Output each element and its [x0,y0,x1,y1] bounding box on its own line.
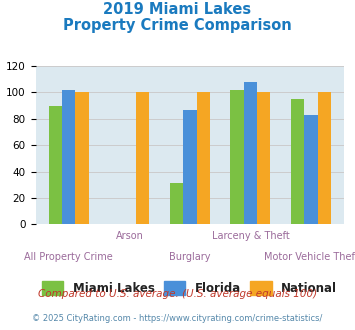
Text: Compared to U.S. average. (U.S. average equals 100): Compared to U.S. average. (U.S. average … [38,289,317,299]
Text: Motor Vehicle Theft: Motor Vehicle Theft [264,252,355,262]
Text: © 2025 CityRating.com - https://www.cityrating.com/crime-statistics/: © 2025 CityRating.com - https://www.city… [32,314,323,323]
Bar [291,99,304,224]
Text: All Property Crime: All Property Crime [24,252,113,262]
Bar [244,82,257,224]
Text: Larceny & Theft: Larceny & Theft [212,231,289,241]
Bar [230,90,244,224]
Bar [318,92,331,224]
Bar [257,92,271,224]
Bar [76,92,89,224]
Bar [170,183,183,224]
Text: Property Crime Comparison: Property Crime Comparison [63,18,292,33]
Text: 2019 Miami Lakes: 2019 Miami Lakes [103,2,252,16]
Text: Burglary: Burglary [169,252,211,262]
Bar [304,115,318,224]
Bar [62,90,76,224]
Text: Arson: Arson [115,231,143,241]
Bar [136,92,149,224]
Legend: Miami Lakes, Florida, National: Miami Lakes, Florida, National [38,278,340,299]
Bar [49,106,62,224]
Bar [183,110,197,224]
Bar [197,92,210,224]
